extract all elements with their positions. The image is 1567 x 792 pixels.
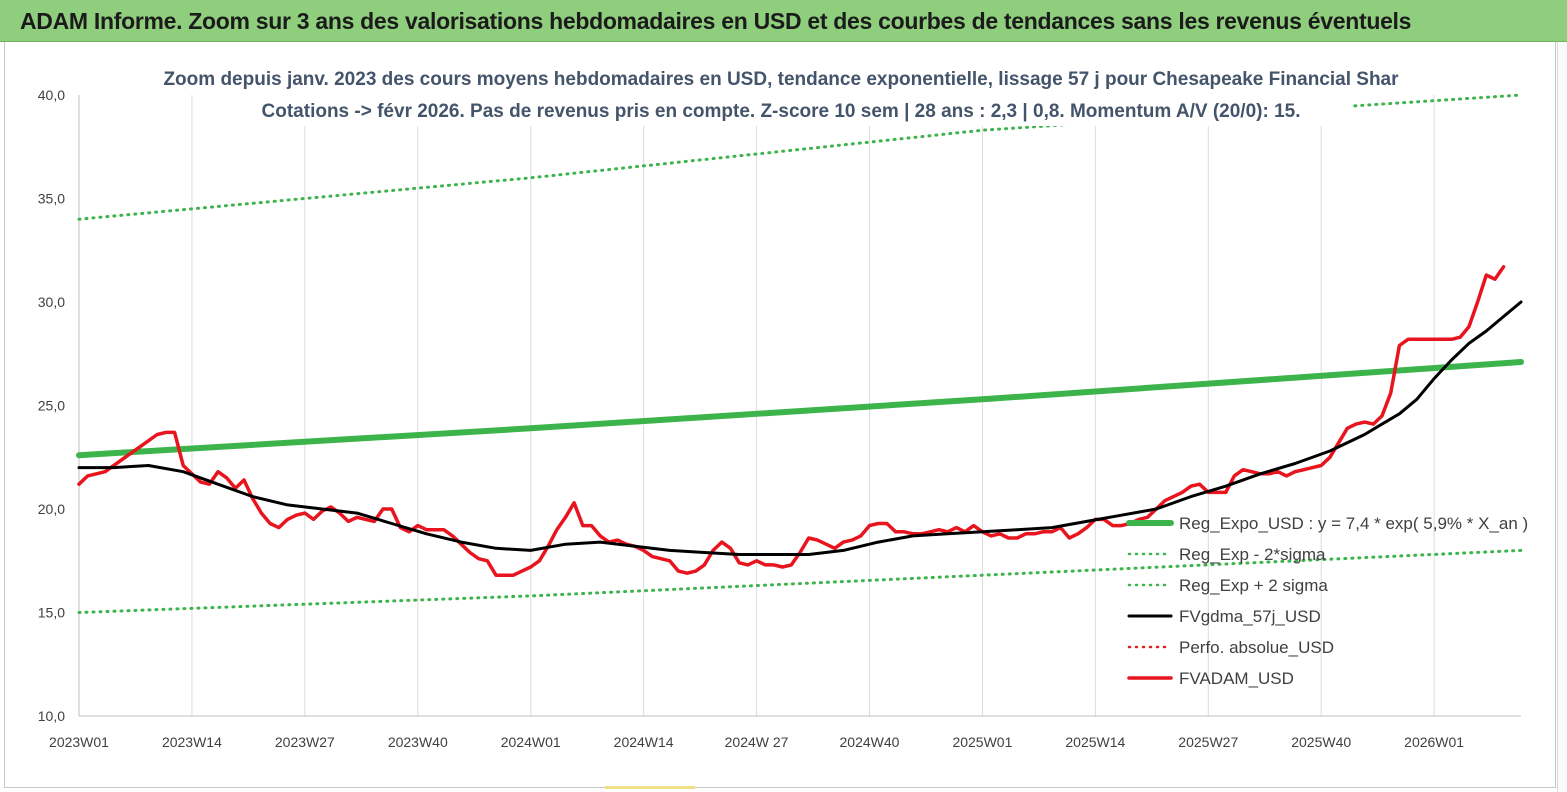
x-tick-label: 2024W14	[614, 734, 674, 750]
report-header: ADAM Informe. Zoom sur 3 ans des valoris…	[0, 0, 1567, 42]
legend-label: Reg_Exp - 2*sigma	[1179, 545, 1326, 564]
chart-title-block: Zoom depuis janv. 2023 des cours moyens …	[163, 64, 1399, 126]
legend: Reg_Expo_USD : y = 7,4 * exp( 5,9% * X_a…	[1126, 514, 1528, 688]
report-title: ADAM Informe. Zoom sur 3 ans des valoris…	[20, 8, 1412, 34]
scrollbar-track[interactable]	[1557, 42, 1567, 792]
legend-label: Perfo. absolue_USD	[1179, 638, 1334, 657]
legend-label: FVgdma_57j_USD	[1179, 607, 1321, 626]
x-tick-label: 2025W27	[1178, 734, 1238, 750]
legend-label: Reg_Expo_USD : y = 7,4 * exp( 5,9% * X_a…	[1179, 514, 1528, 533]
price-chart: 2023W01 2023W14 2023W27 2023W40 2024W01 2024W…	[38, 64, 1528, 750]
x-tick-label: 2024W40	[840, 734, 900, 750]
y-tick-label: 35,0	[38, 191, 65, 207]
axes: 2023W01 2023W14 2023W27 2023W40 2024W01 2024W…	[38, 87, 1521, 750]
y-tick-label: 10,0	[38, 708, 65, 724]
title-background	[205, 64, 1351, 126]
x-tick-label: 2023W14	[162, 734, 222, 750]
x-tick-label: 2024W01	[501, 734, 561, 750]
y-tick-label: 15,0	[38, 605, 65, 621]
chart-title-line-2: Cotations -> févr 2026. Pas de revenus p…	[262, 101, 1301, 122]
y-tick-label: 40,0	[38, 87, 65, 103]
y-tick-label: 20,0	[38, 501, 65, 517]
series-line-1	[77, 548, 1523, 614]
y-tick-label: 30,0	[38, 294, 65, 310]
grid-lines	[78, 95, 1435, 716]
chart-title-line-1: Zoom depuis janv. 2023 des cours moyens …	[163, 69, 1399, 90]
x-tick-label: 2025W40	[1291, 734, 1351, 750]
y-tick-label: 25,0	[38, 398, 65, 414]
sheet-tab-accent	[605, 786, 695, 789]
legend-label: Reg_Exp + 2 sigma	[1179, 576, 1328, 595]
x-tick-label: 2023W27	[275, 734, 335, 750]
x-tick-label: 2023W40	[388, 734, 448, 750]
x-tick-label: 2024W 27	[725, 734, 789, 750]
chart-frame: 2023W01 2023W14 2023W27 2023W40 2024W01 2024W…	[4, 42, 1556, 788]
x-tick-label: 2023W01	[49, 734, 109, 750]
series-line-5	[77, 265, 1506, 577]
x-tick-label: 2026W01	[1404, 734, 1464, 750]
x-tick-label: 2025W14	[1065, 734, 1125, 750]
series-line-0	[76, 359, 1524, 459]
legend-label: FVADAM_USD	[1179, 669, 1294, 688]
series-line-3	[77, 300, 1523, 556]
x-tick-label: 2025W01	[952, 734, 1012, 750]
